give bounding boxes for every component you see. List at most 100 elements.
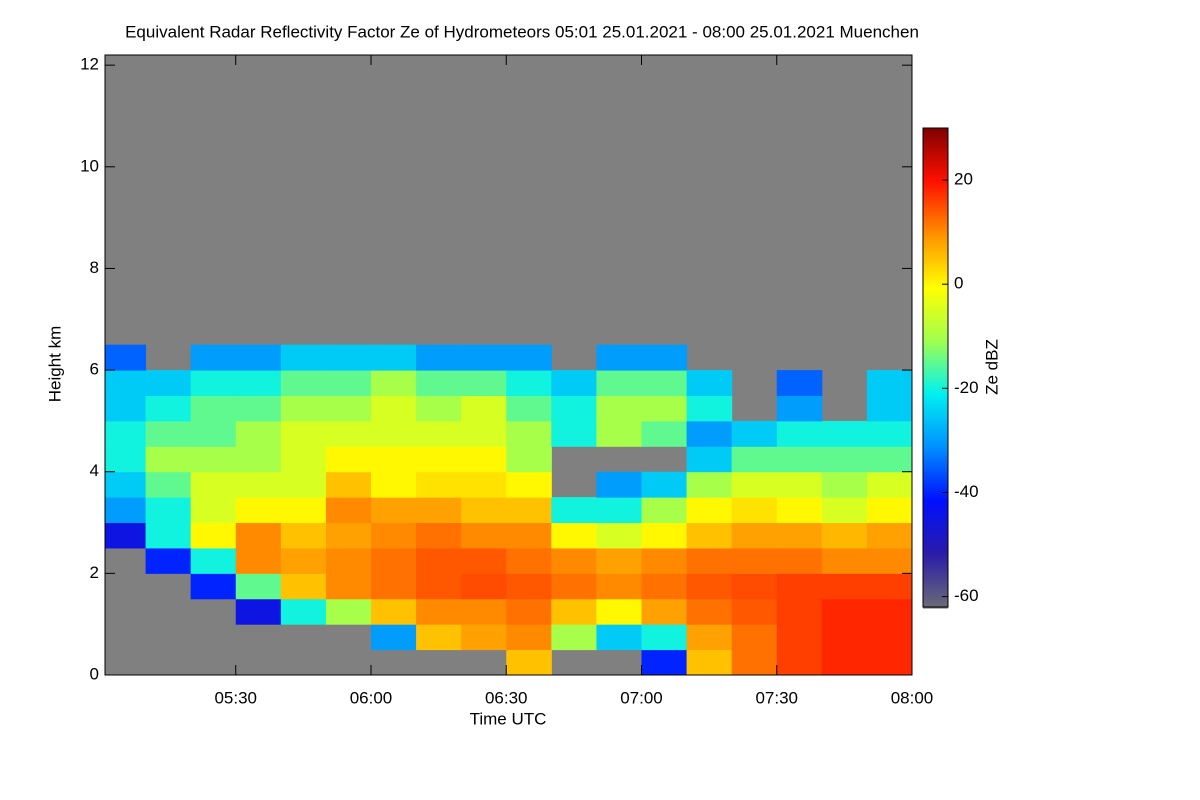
colorbar-segment	[923, 264, 948, 267]
colorbar-segment	[923, 352, 948, 355]
colorbar-segment	[923, 288, 948, 291]
heatmap-cell	[416, 573, 462, 600]
heatmap-cell	[325, 497, 372, 524]
heatmap-cell	[776, 395, 823, 422]
colorbar-segment	[923, 420, 948, 423]
colorbar-segment	[923, 424, 948, 427]
heatmap-cell	[776, 497, 823, 524]
colorbar-segment	[923, 472, 948, 475]
colorbar-segment	[923, 312, 948, 315]
heatmap-cell	[821, 547, 868, 574]
colorbar-tick-label: 20	[954, 170, 973, 189]
colorbar-tick-label: -40	[954, 482, 979, 501]
colorbar-segment	[923, 596, 948, 599]
colorbar-segment	[923, 570, 948, 573]
heatmap-cell	[866, 624, 912, 651]
colorbar-segment	[923, 390, 948, 393]
heatmap-cell	[461, 624, 507, 651]
heatmap-cell	[370, 344, 417, 371]
heatmap-cell	[461, 446, 507, 473]
colorbar-segment	[923, 134, 948, 137]
colorbar-segment	[923, 532, 948, 535]
heatmap-cell	[686, 420, 733, 447]
heatmap-cell	[461, 370, 507, 396]
colorbar-segment	[923, 398, 948, 401]
colorbar-segment	[923, 368, 948, 371]
colorbar-segment	[923, 520, 948, 523]
colorbar-segment	[923, 430, 948, 433]
colorbar-segment	[923, 542, 948, 545]
heatmap-cell	[145, 471, 192, 498]
colorbar-segment	[923, 250, 948, 253]
heatmap-cell	[416, 497, 462, 524]
heatmap-cell	[416, 395, 462, 422]
colorbar-segment	[923, 242, 948, 245]
heatmap-cell	[280, 573, 327, 600]
colorbar-segment	[923, 468, 948, 471]
colorbar-segment	[923, 478, 948, 481]
colorbar-segment	[923, 332, 948, 335]
heatmap-cell	[461, 420, 507, 447]
colorbar-segment	[923, 582, 948, 585]
heatmap-cell	[776, 471, 823, 498]
heatmap-cell	[551, 395, 597, 422]
colorbar-segment	[923, 534, 948, 537]
colorbar-segment	[923, 166, 948, 169]
colorbar-tick-label: -20	[954, 378, 979, 397]
colorbar-segment	[923, 326, 948, 329]
colorbar-segment	[923, 574, 948, 577]
colorbar-segment	[923, 462, 948, 465]
colorbar-segment	[923, 224, 948, 227]
colorbar-frame	[922, 127, 949, 608]
heatmap-cell	[416, 522, 462, 549]
colorbar-segment	[923, 148, 948, 151]
heatmap-cell	[596, 471, 642, 498]
colorbar-segment	[923, 394, 948, 397]
colorbar-segment	[923, 470, 948, 473]
colorbar-segment	[923, 438, 948, 441]
colorbar-segment	[923, 490, 948, 493]
y-tick-label: 6	[90, 360, 99, 379]
colorbar-segment	[923, 154, 948, 157]
heatmap-cell	[686, 649, 733, 675]
colorbar-segment	[923, 144, 948, 147]
heatmap-cell	[280, 471, 327, 498]
colorbar-segment	[923, 406, 948, 409]
colorbar-segment	[923, 314, 948, 317]
heatmap-cell	[370, 624, 417, 651]
colorbar-segment	[923, 290, 948, 293]
colorbar-segment	[923, 500, 948, 503]
heatmap-cell	[280, 547, 327, 574]
colorbar-segment	[923, 572, 948, 575]
colorbar-segment	[923, 422, 948, 425]
chart-title: Equivalent Radar Reflectivity Factor Ze …	[125, 22, 919, 41]
heatmap-cell	[686, 395, 733, 422]
colorbar-segment	[923, 336, 948, 339]
colorbar-segment	[923, 388, 948, 391]
colorbar-segment	[923, 516, 948, 519]
heatmap-cell	[190, 344, 237, 371]
heatmap-cell	[235, 598, 282, 625]
colorbar-segment	[923, 160, 948, 163]
colorbar-segment	[923, 164, 948, 167]
heatmap-cell	[686, 446, 733, 473]
colorbar-segment	[923, 528, 948, 531]
heatmap-cell	[325, 446, 372, 473]
heatmap-cell	[190, 471, 237, 498]
heatmap-cell	[821, 420, 868, 447]
heatmap-cell	[145, 446, 192, 473]
heatmap-cell	[596, 395, 642, 422]
heatmap-cell	[145, 370, 192, 396]
colorbar-segment	[923, 248, 948, 251]
colorbar-segment	[923, 564, 948, 567]
colorbar-segment	[923, 282, 948, 285]
colorbar-segment	[923, 310, 948, 313]
colorbar-segment	[923, 182, 948, 185]
heatmap-cell	[731, 598, 778, 625]
colorbar-segment	[923, 230, 948, 233]
colorbar-segment	[923, 300, 948, 303]
colorbar-segment	[923, 330, 948, 333]
heatmap-cell	[105, 370, 147, 396]
heatmap-cell	[370, 420, 417, 447]
